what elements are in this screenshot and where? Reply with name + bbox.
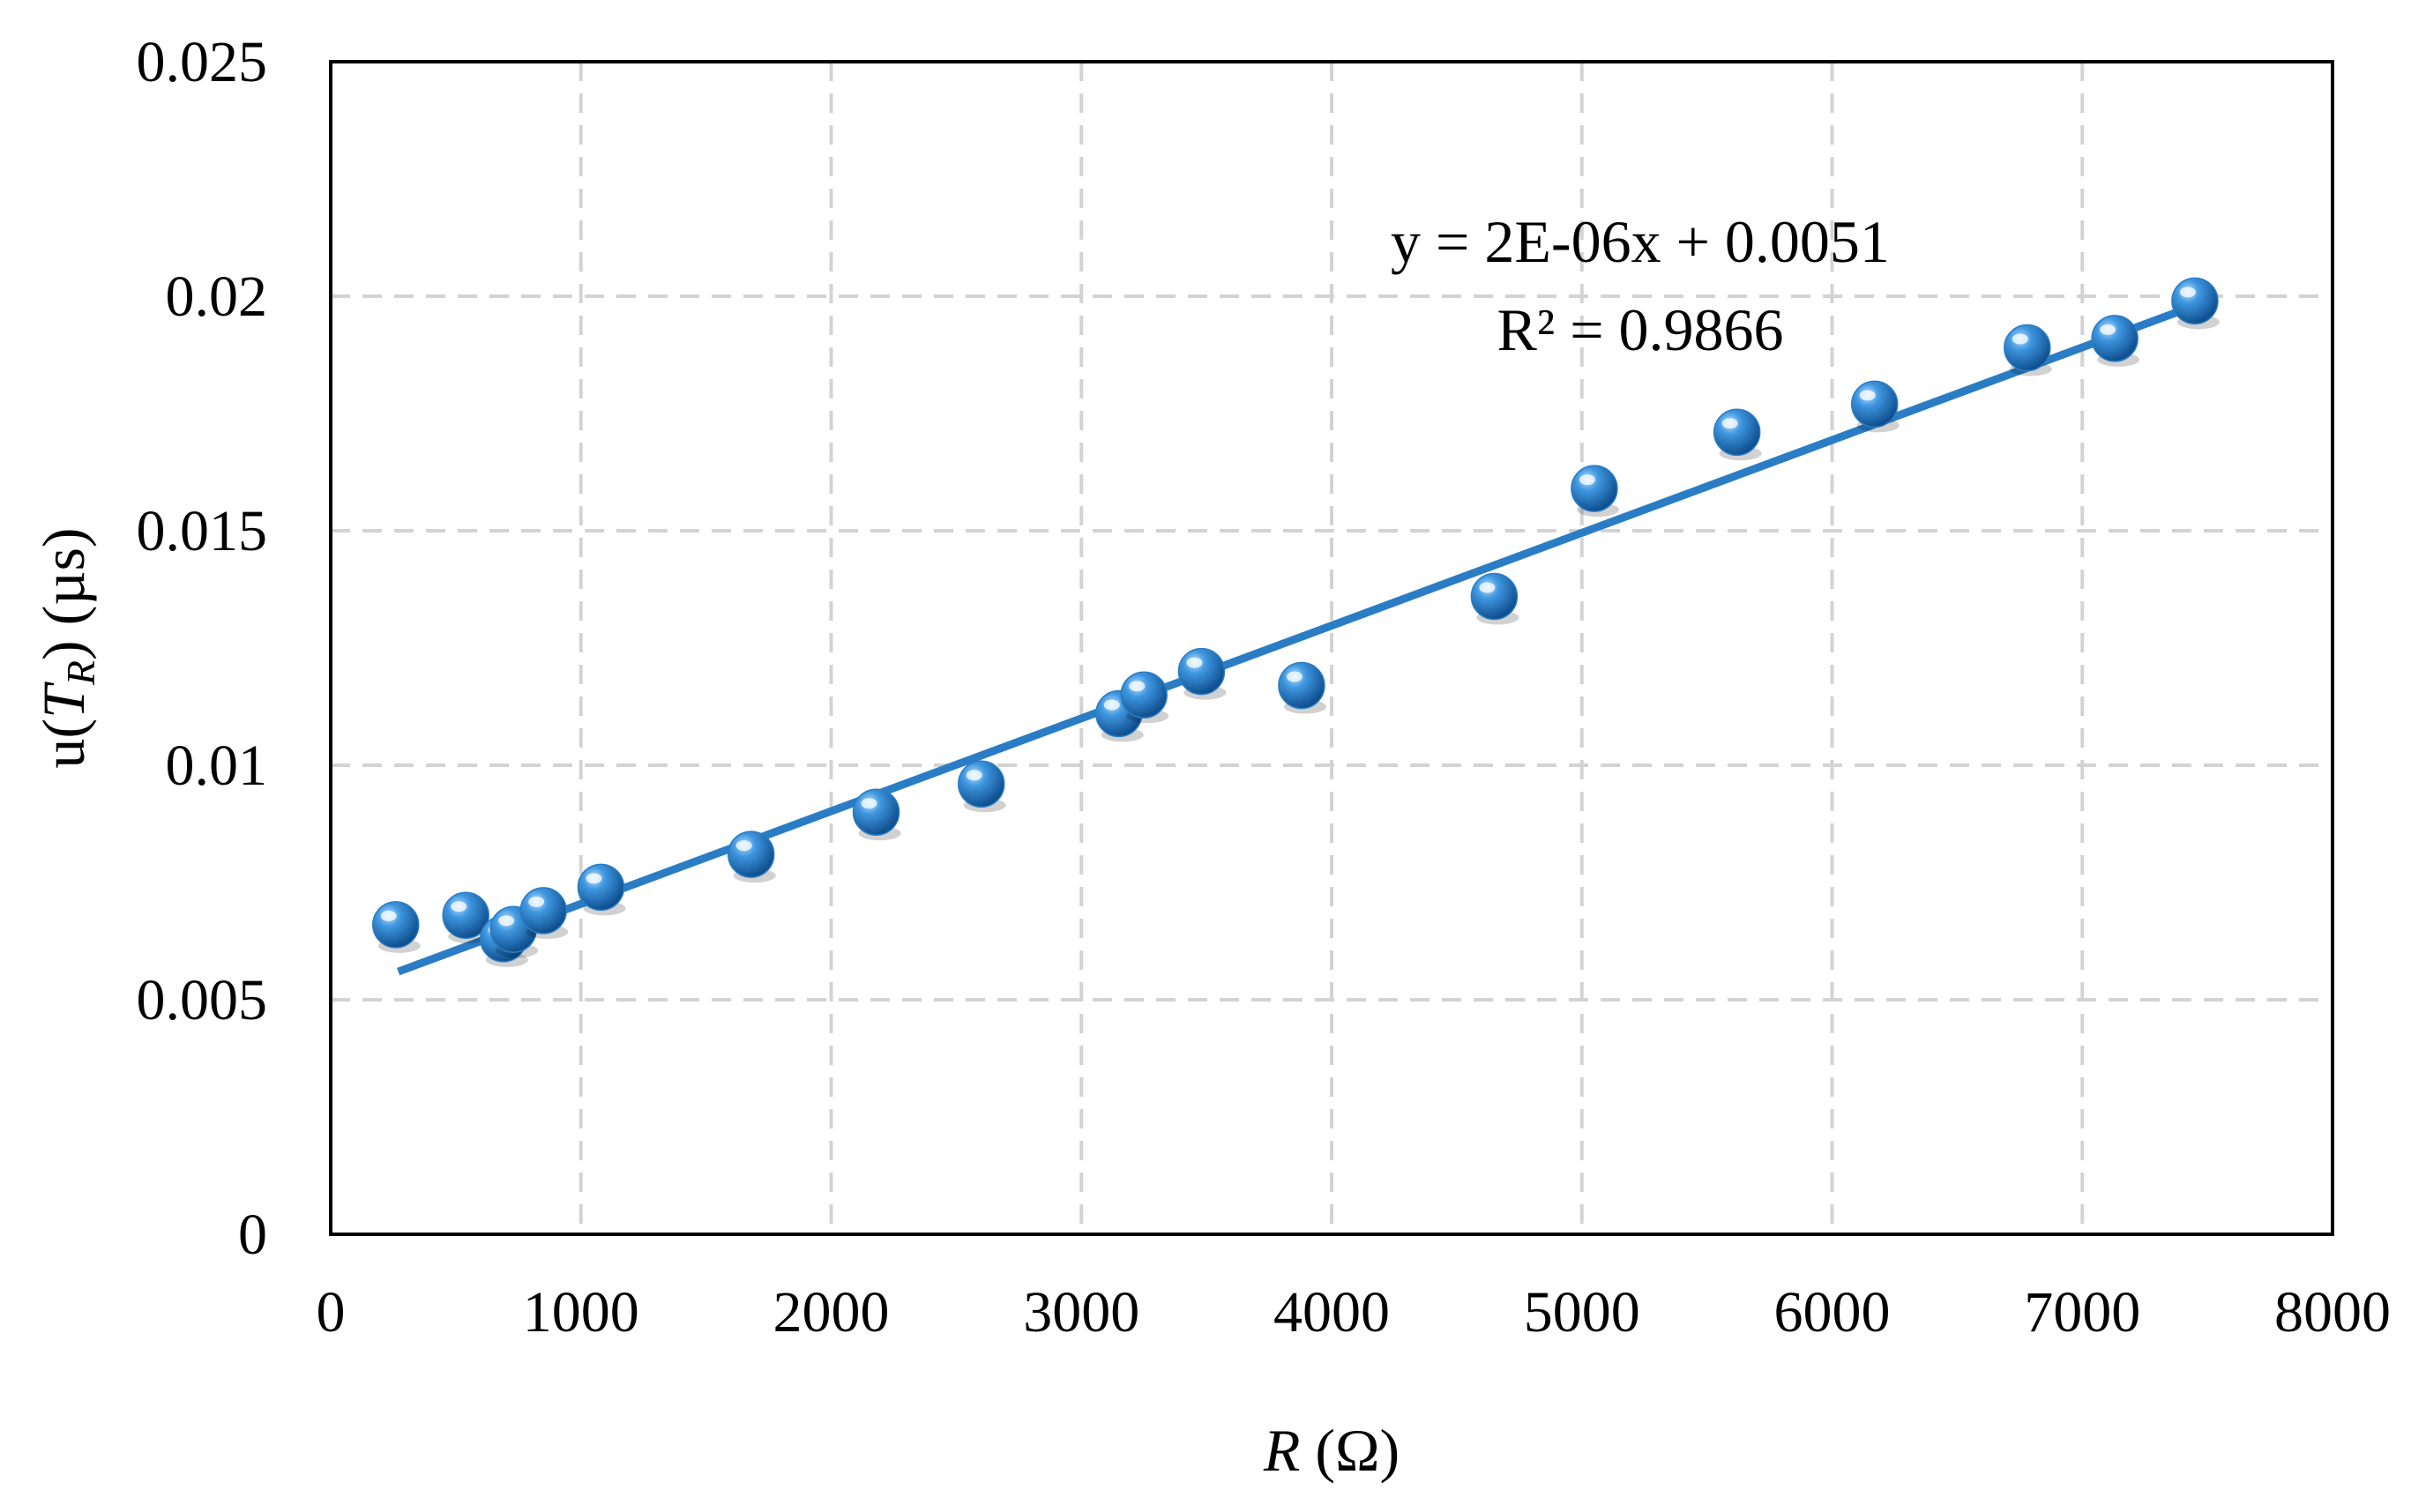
y-axis-tick-labels: 0 0.005 0.01 0.015 0.02 0.025 [137, 30, 268, 1267]
y-axis-title-subscript: R [58, 660, 103, 686]
data-point-highlight [1186, 657, 1203, 668]
data-point [1713, 408, 1762, 461]
trendline [397, 302, 2197, 976]
data-point-highlight [966, 770, 982, 781]
data-point-highlight [2012, 333, 2028, 345]
y-tick-label: 0 [238, 1203, 267, 1267]
data-point-marker [577, 863, 625, 912]
y-axis-title-suffix: ) (µs) [30, 527, 97, 660]
data-point [852, 788, 901, 841]
data-point [727, 830, 776, 883]
data-point [372, 901, 421, 953]
data-point-highlight [586, 873, 602, 884]
grid [331, 62, 2333, 1234]
data-point-marker [727, 830, 775, 878]
data-point [577, 863, 626, 916]
data-point-highlight [1103, 699, 1120, 711]
data-point-highlight [2100, 324, 2116, 335]
x-tick-label: 1000 [523, 1280, 639, 1344]
data-point [2091, 315, 2140, 367]
data-point-marker [1278, 661, 1325, 710]
data-point-marker [1713, 408, 1761, 457]
data-point-highlight [498, 915, 515, 927]
trendline-equation: y = 2E-06x + 0.0051 [1391, 208, 1890, 275]
data-point-highlight [451, 901, 467, 912]
y-axis-title: u(TR) (µs) [30, 527, 103, 768]
data-point [519, 887, 569, 939]
y-axis-title-prefix: u( [30, 719, 97, 769]
data-point-marker [958, 760, 1005, 808]
r-squared-label: R² = 0.9866 [1497, 296, 1783, 363]
data-point-marker [1177, 647, 1226, 696]
x-tick-label: 3000 [1023, 1280, 1139, 1344]
x-tick-label: 7000 [2024, 1280, 2140, 1344]
data-point [1470, 572, 1519, 625]
x-tick-label: 5000 [1524, 1280, 1640, 1344]
data-point [1850, 380, 1900, 433]
y-tick-label: 0.015 [137, 499, 268, 563]
data-point-highlight [1129, 681, 1146, 692]
data-point-highlight [2179, 287, 2196, 298]
x-tick-label: 4000 [1273, 1280, 1390, 1344]
data-point-marker [372, 901, 420, 949]
y-axis-title-var: T [30, 682, 97, 719]
data-point-marker [1850, 380, 1899, 428]
data-point-marker [2171, 277, 2219, 325]
data-point [2171, 277, 2220, 330]
data-point [1571, 465, 1619, 518]
data-point-highlight [1479, 582, 1496, 593]
y-tick-label: 0.01 [166, 734, 268, 798]
y-tick-label: 0.005 [137, 968, 268, 1032]
data-point [958, 760, 1006, 813]
data-point-highlight [1286, 671, 1303, 682]
plot-area [329, 60, 2334, 1236]
x-axis-title-var: R [1263, 1417, 1301, 1484]
x-tick-label: 0 [317, 1280, 346, 1344]
x-tick-label: 6000 [1774, 1280, 1891, 1344]
x-axis-tick-labels: 0 1000 2000 3000 4000 5000 6000 7000 8000 [317, 1280, 2392, 1344]
data-point [2004, 324, 2052, 376]
y-tick-label: 0.02 [166, 264, 268, 329]
data-point-highlight [528, 896, 545, 907]
data-point-highlight [1859, 390, 1876, 401]
data-point-marker [2004, 324, 2051, 372]
data-point-marker [2091, 315, 2139, 362]
x-tick-label: 2000 [773, 1280, 890, 1344]
data-point-highlight [861, 798, 877, 809]
data-point-highlight [1579, 474, 1595, 486]
data-point-marker [519, 887, 567, 935]
data-point-highlight [1721, 418, 1738, 429]
data-points [372, 277, 2220, 967]
data-point-highlight [380, 910, 397, 921]
data-point-highlight [735, 840, 752, 852]
data-point-marker [852, 788, 900, 836]
y-tick-label: 0.025 [137, 30, 268, 94]
data-point-marker [1571, 465, 1618, 512]
data-point [1095, 689, 1144, 742]
data-point [1278, 661, 1326, 714]
data-point-marker [1120, 671, 1168, 719]
x-tick-label: 8000 [2274, 1280, 2391, 1344]
data-point-marker [1470, 572, 1519, 621]
data-point [1177, 647, 1227, 700]
trendline-group [397, 302, 2197, 976]
x-axis-title-unit: (Ω) [1300, 1417, 1400, 1484]
x-axis-title: R (Ω) [1263, 1417, 1400, 1484]
data-point [1120, 671, 1169, 724]
